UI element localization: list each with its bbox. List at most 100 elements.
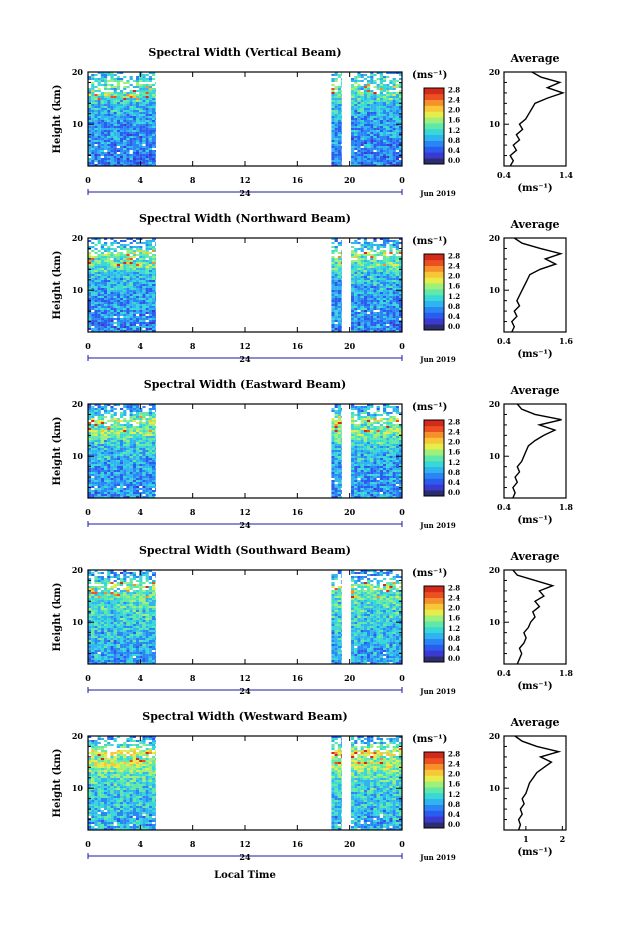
heatmap-cell bbox=[334, 458, 338, 460]
heatmap-cell bbox=[145, 116, 149, 118]
heatmap-cell bbox=[379, 296, 383, 298]
heatmap-cell bbox=[91, 140, 95, 142]
heatmap-cell bbox=[104, 470, 108, 472]
heatmap-cell bbox=[97, 484, 101, 486]
heatmap-cell bbox=[395, 288, 399, 290]
heatmap-cell bbox=[104, 326, 108, 328]
heatmap-cell bbox=[148, 480, 152, 482]
heatmap-cell bbox=[126, 494, 130, 496]
heatmap-cell bbox=[386, 158, 390, 160]
heatmap-cell bbox=[110, 492, 114, 494]
colorbar-swatch bbox=[424, 134, 444, 141]
heatmap-cell bbox=[337, 484, 341, 486]
heatmap-cell bbox=[88, 312, 92, 314]
heatmap-cell bbox=[110, 406, 114, 408]
heatmap-cell bbox=[129, 464, 133, 466]
heatmap-cell bbox=[107, 314, 111, 316]
heatmap-cell bbox=[334, 288, 338, 290]
heatmap-cell bbox=[88, 440, 92, 442]
heatmap-cell bbox=[386, 116, 390, 118]
heatmap-cell bbox=[395, 282, 399, 284]
heatmap-cell bbox=[136, 94, 140, 96]
heatmap-cell bbox=[363, 268, 367, 270]
heatmap-cell bbox=[129, 448, 133, 450]
heatmap-cell bbox=[383, 302, 387, 304]
heatmap-cell bbox=[367, 114, 371, 116]
heatmap-cell bbox=[126, 98, 130, 100]
heatmap-cell bbox=[340, 82, 342, 84]
heatmap-cell bbox=[392, 84, 396, 86]
heatmap-cell bbox=[107, 300, 111, 302]
heatmap-cell bbox=[386, 140, 390, 142]
heatmap-cell bbox=[142, 142, 146, 144]
heatmap-cell bbox=[357, 304, 361, 306]
heatmap-cell bbox=[367, 92, 371, 94]
heatmap-cell bbox=[94, 78, 98, 80]
heatmap-cell bbox=[107, 312, 111, 314]
heatmap-cell bbox=[136, 80, 140, 82]
heatmap-cell bbox=[104, 304, 108, 306]
heatmap-cell bbox=[395, 126, 399, 128]
heatmap-cell bbox=[123, 472, 127, 474]
heatmap-cell bbox=[148, 264, 152, 266]
heatmap-cell bbox=[148, 468, 152, 470]
heatmap-cell bbox=[373, 278, 377, 280]
heatmap-cell bbox=[139, 280, 143, 282]
heatmap-cell bbox=[91, 294, 95, 296]
heatmap-cell bbox=[148, 326, 152, 328]
heatmap-cell bbox=[354, 292, 358, 294]
heatmap-cell bbox=[367, 94, 371, 96]
heatmap-cell bbox=[132, 278, 136, 280]
heatmap-cell bbox=[94, 320, 98, 322]
heatmap-cell bbox=[370, 316, 374, 318]
heatmap-cell bbox=[91, 158, 95, 160]
heatmap-cell bbox=[139, 482, 143, 484]
heatmap-cell bbox=[91, 444, 95, 446]
heatmap-cell bbox=[142, 108, 146, 110]
heatmap-cell bbox=[331, 280, 335, 282]
heatmap-cell bbox=[383, 246, 387, 248]
heatmap-cell bbox=[399, 260, 402, 262]
heatmap-cell bbox=[142, 470, 146, 472]
heatmap-cell bbox=[136, 142, 140, 144]
heatmap-cell bbox=[376, 252, 380, 254]
heatmap-cell bbox=[376, 128, 380, 130]
heatmap-cell bbox=[357, 300, 361, 302]
heatmap-cell bbox=[123, 162, 127, 164]
heatmap-cell bbox=[142, 458, 146, 460]
heatmap-cell bbox=[148, 76, 152, 78]
heatmap-cell bbox=[126, 272, 130, 274]
heatmap-cell bbox=[148, 318, 152, 320]
heatmap-cell bbox=[94, 164, 98, 166]
heatmap-cell bbox=[120, 330, 124, 332]
heatmap-cell bbox=[91, 276, 95, 278]
heatmap-cell bbox=[97, 432, 101, 434]
heatmap-cell bbox=[110, 496, 114, 498]
heatmap-cell bbox=[155, 274, 156, 276]
heatmap-cell bbox=[107, 148, 111, 150]
heatmap-cell bbox=[145, 436, 149, 438]
heatmap-cell bbox=[376, 328, 380, 330]
heatmap-cell bbox=[132, 444, 136, 446]
heatmap-cell bbox=[123, 318, 127, 320]
heatmap-cell bbox=[145, 466, 149, 468]
heatmap-cell bbox=[142, 436, 146, 438]
heatmap-cell bbox=[97, 258, 101, 260]
heatmap-cell bbox=[116, 462, 120, 464]
heatmap-cell bbox=[360, 324, 364, 326]
heatmap-cell bbox=[120, 280, 124, 282]
heatmap-cell bbox=[357, 148, 361, 150]
heatmap-cell bbox=[110, 122, 114, 124]
heatmap-cell bbox=[136, 152, 140, 154]
heatmap-cell bbox=[110, 80, 114, 82]
heatmap-cell bbox=[334, 446, 338, 448]
heatmap-cell bbox=[145, 428, 149, 430]
heatmap-cell bbox=[120, 110, 124, 112]
heatmap-cell bbox=[104, 440, 108, 442]
heatmap-cell bbox=[104, 434, 108, 436]
heatmap-cell bbox=[331, 326, 335, 328]
heatmap-cell bbox=[363, 416, 367, 418]
heatmap-cell bbox=[120, 446, 124, 448]
heatmap-cell bbox=[386, 160, 390, 162]
heatmap-cell bbox=[116, 306, 120, 308]
